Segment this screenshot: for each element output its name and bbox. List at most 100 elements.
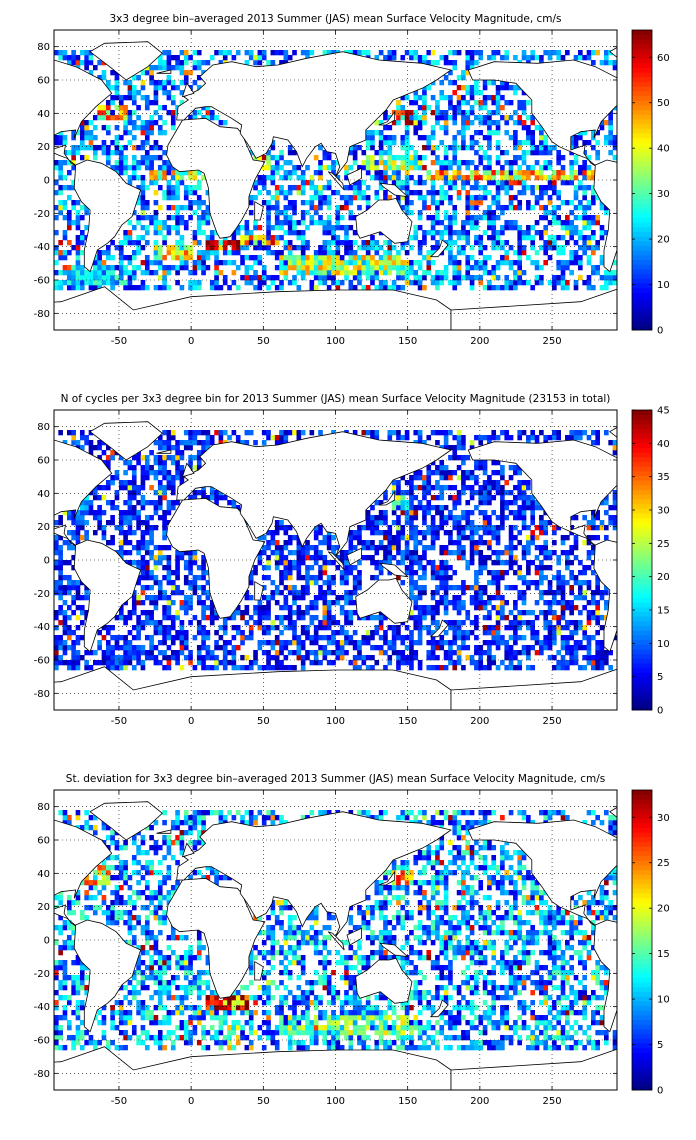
heatmap-cell	[430, 565, 436, 571]
heatmap-cell	[170, 600, 176, 606]
heatmap-cell	[526, 570, 531, 576]
heatmap-cell	[582, 570, 587, 576]
heatmap-cell	[266, 610, 271, 616]
heatmap-cell	[140, 120, 146, 126]
heatmap-cell	[309, 555, 315, 561]
heatmap-cell	[530, 505, 536, 511]
heatmap-cell	[478, 560, 484, 566]
heatmap-cell	[97, 520, 102, 526]
heatmap-cell	[131, 85, 137, 91]
x-tick-label: 200	[470, 336, 489, 347]
heatmap-cell	[409, 480, 414, 486]
heatmap-cell	[322, 570, 328, 576]
heatmap-cell	[391, 505, 397, 511]
heatmap-cell	[465, 565, 471, 571]
heatmap-cell	[305, 200, 310, 206]
heatmap-cell	[608, 140, 613, 146]
heatmap-cell	[396, 665, 401, 671]
heatmap-cell	[136, 240, 141, 246]
heatmap-cell	[404, 570, 410, 576]
heatmap-cell	[54, 665, 59, 671]
heatmap-cell	[387, 115, 393, 121]
heatmap-cell	[565, 600, 570, 606]
heatmap-cell	[131, 160, 137, 166]
heatmap-cell	[361, 255, 367, 261]
heatmap-cell	[313, 220, 319, 226]
heatmap-cell	[244, 595, 250, 601]
heatmap-cell	[339, 625, 345, 631]
heatmap-cell	[344, 170, 349, 176]
heatmap-cell	[591, 285, 596, 291]
heatmap-cell	[404, 540, 410, 546]
heatmap-cell	[461, 645, 466, 651]
heatmap-cell	[196, 230, 202, 236]
heatmap-cell	[413, 545, 419, 551]
heatmap-cell	[140, 145, 146, 151]
heatmap-cell	[287, 175, 293, 181]
heatmap-cell	[123, 170, 128, 176]
y-tick-label: 80	[37, 42, 50, 53]
colorbar-segment	[632, 180, 652, 186]
heatmap-cell	[465, 270, 471, 276]
heatmap-cell	[166, 165, 172, 171]
heatmap-cell	[318, 205, 323, 211]
heatmap-cell	[153, 580, 159, 586]
heatmap-cell	[58, 170, 63, 176]
heatmap-cell	[101, 485, 107, 491]
heatmap-cell	[491, 275, 497, 281]
heatmap-cell	[487, 115, 492, 121]
heatmap-cell	[348, 620, 354, 626]
heatmap-cell	[179, 635, 185, 641]
heatmap-cell	[578, 620, 583, 626]
heatmap-cell	[456, 190, 462, 196]
heatmap-cell	[118, 280, 124, 286]
heatmap-cell	[378, 500, 384, 506]
heatmap-cell	[274, 220, 280, 226]
land-outline	[686, 118, 696, 238]
heatmap-cell	[157, 555, 163, 561]
heatmap-cell	[97, 270, 102, 276]
heatmap-cell	[287, 260, 293, 266]
heatmap-cell	[153, 80, 159, 86]
heatmap-cell	[591, 220, 596, 226]
heatmap-cell	[482, 555, 488, 561]
heatmap-cell	[361, 180, 367, 186]
heatmap-cell	[179, 100, 185, 106]
heatmap-cell	[474, 240, 479, 246]
heatmap-cell	[123, 265, 128, 271]
heatmap-cell	[58, 640, 63, 646]
heatmap-cell	[75, 265, 81, 271]
heatmap-cell	[495, 85, 501, 91]
heatmap-cell	[66, 60, 72, 66]
heatmap-cell	[348, 610, 354, 616]
heatmap-cell	[274, 275, 280, 281]
heatmap-cell	[569, 220, 574, 226]
heatmap-cell	[344, 640, 349, 646]
heatmap-cell	[66, 285, 72, 291]
heatmap-cell	[469, 215, 475, 221]
heatmap-cell	[456, 270, 462, 276]
heatmap-cell	[201, 210, 206, 216]
heatmap-cell	[136, 285, 141, 291]
heatmap-cell	[136, 650, 141, 656]
heatmap-cell	[513, 220, 518, 226]
heatmap-cell	[543, 140, 549, 146]
heatmap-cell	[487, 475, 492, 481]
heatmap-cell	[461, 160, 466, 166]
heatmap-cell	[430, 260, 436, 266]
heatmap-cell	[153, 625, 159, 631]
heatmap-cell	[439, 565, 445, 571]
colorbar-segment	[632, 273, 652, 279]
heatmap-cell	[149, 620, 154, 626]
heatmap-cell	[283, 525, 289, 531]
heatmap-cell	[556, 650, 561, 656]
heatmap-cell	[573, 255, 579, 261]
heatmap-cell	[179, 90, 185, 96]
heatmap-cell	[439, 600, 445, 606]
heatmap-cell	[430, 235, 436, 241]
heatmap-cell	[183, 60, 189, 66]
heatmap-cell	[560, 580, 566, 586]
heatmap-cell	[318, 255, 323, 261]
heatmap-cell	[439, 665, 445, 671]
heatmap-cell	[179, 180, 185, 186]
